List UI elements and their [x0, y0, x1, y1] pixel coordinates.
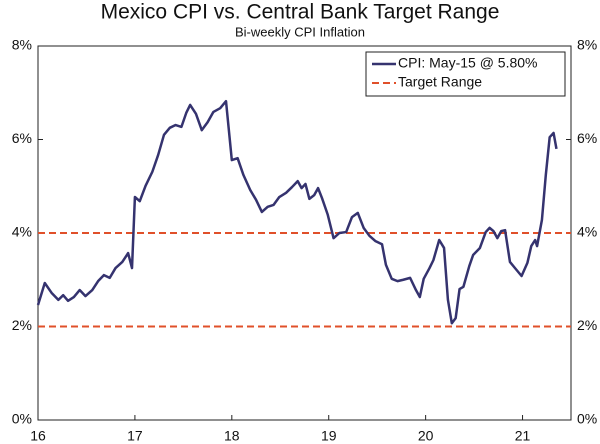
x-tick-label: 18 — [224, 428, 240, 444]
legend-label: Target Range — [398, 74, 482, 90]
legend-box — [365, 51, 566, 97]
x-tick-label: 17 — [127, 428, 143, 444]
x-tick-label: 20 — [418, 428, 434, 444]
y-tick-label: 8% — [12, 37, 32, 53]
y2-tick-label: 0% — [577, 411, 597, 427]
y2-tick-label: 4% — [577, 224, 597, 240]
y-tick-label: 0% — [12, 411, 32, 427]
y2-tick-label: 6% — [577, 130, 597, 146]
y2-tick-label: 2% — [577, 317, 597, 333]
y2-tick-label: 8% — [577, 37, 597, 53]
chart-subtitle: Bi-weekly CPI Inflation — [235, 24, 365, 39]
y-tick-label: 2% — [12, 317, 32, 333]
y-tick-label: 4% — [12, 224, 32, 240]
x-tick-label: 19 — [321, 428, 337, 444]
y-tick-label: 6% — [12, 130, 32, 146]
x-tick-label: 16 — [30, 428, 46, 444]
legend-label: CPI: May-15 @ 5.80% — [398, 55, 538, 71]
x-tick-label: 21 — [515, 428, 531, 444]
chart-title: Mexico CPI vs. Central Bank Target Range — [101, 1, 500, 24]
series-line — [36, 99, 558, 325]
